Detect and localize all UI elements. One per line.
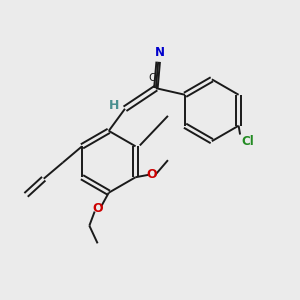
- Text: Cl: Cl: [241, 135, 254, 148]
- Text: O: O: [92, 202, 103, 214]
- Text: H: H: [109, 99, 119, 112]
- Text: C: C: [149, 73, 156, 83]
- Text: N: N: [154, 46, 164, 59]
- Text: O: O: [146, 168, 157, 182]
